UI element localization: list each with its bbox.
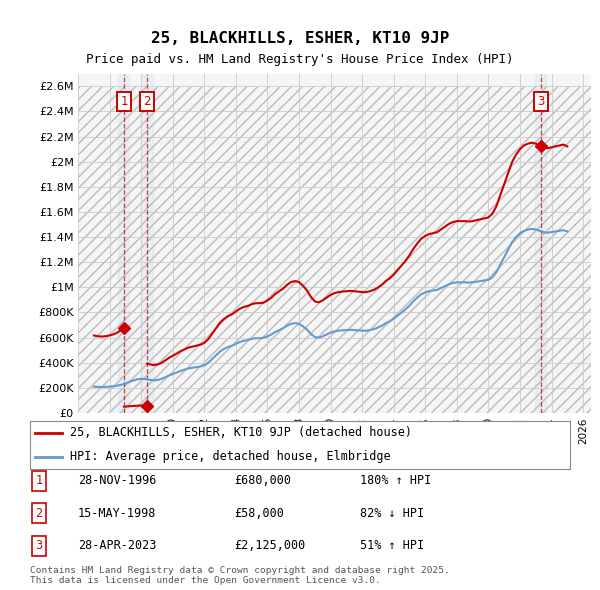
Text: 180% ↑ HPI: 180% ↑ HPI bbox=[360, 474, 431, 487]
Text: 82% ↓ HPI: 82% ↓ HPI bbox=[360, 507, 424, 520]
Text: £2,125,000: £2,125,000 bbox=[234, 539, 305, 552]
Text: 3: 3 bbox=[537, 95, 544, 108]
Text: 2: 2 bbox=[35, 507, 43, 520]
Text: Contains HM Land Registry data © Crown copyright and database right 2025.
This d: Contains HM Land Registry data © Crown c… bbox=[30, 566, 450, 585]
Text: £58,000: £58,000 bbox=[234, 507, 284, 520]
Text: 51% ↑ HPI: 51% ↑ HPI bbox=[360, 539, 424, 552]
Bar bbox=[142, 74, 152, 413]
Text: 28-NOV-1996: 28-NOV-1996 bbox=[78, 474, 157, 487]
Text: 25, BLACKHILLS, ESHER, KT10 9JP (detached house): 25, BLACKHILLS, ESHER, KT10 9JP (detache… bbox=[71, 426, 413, 440]
Text: 2: 2 bbox=[143, 95, 151, 108]
Text: £680,000: £680,000 bbox=[234, 474, 291, 487]
Text: 1: 1 bbox=[120, 95, 128, 108]
Bar bbox=[535, 74, 547, 413]
Text: 28-APR-2023: 28-APR-2023 bbox=[78, 539, 157, 552]
Text: 15-MAY-1998: 15-MAY-1998 bbox=[78, 507, 157, 520]
Text: HPI: Average price, detached house, Elmbridge: HPI: Average price, detached house, Elmb… bbox=[71, 450, 391, 464]
Text: 1: 1 bbox=[35, 474, 43, 487]
Text: 3: 3 bbox=[35, 539, 43, 552]
Text: Price paid vs. HM Land Registry's House Price Index (HPI): Price paid vs. HM Land Registry's House … bbox=[86, 53, 514, 65]
Text: 25, BLACKHILLS, ESHER, KT10 9JP: 25, BLACKHILLS, ESHER, KT10 9JP bbox=[151, 31, 449, 46]
Bar bbox=[118, 74, 130, 413]
